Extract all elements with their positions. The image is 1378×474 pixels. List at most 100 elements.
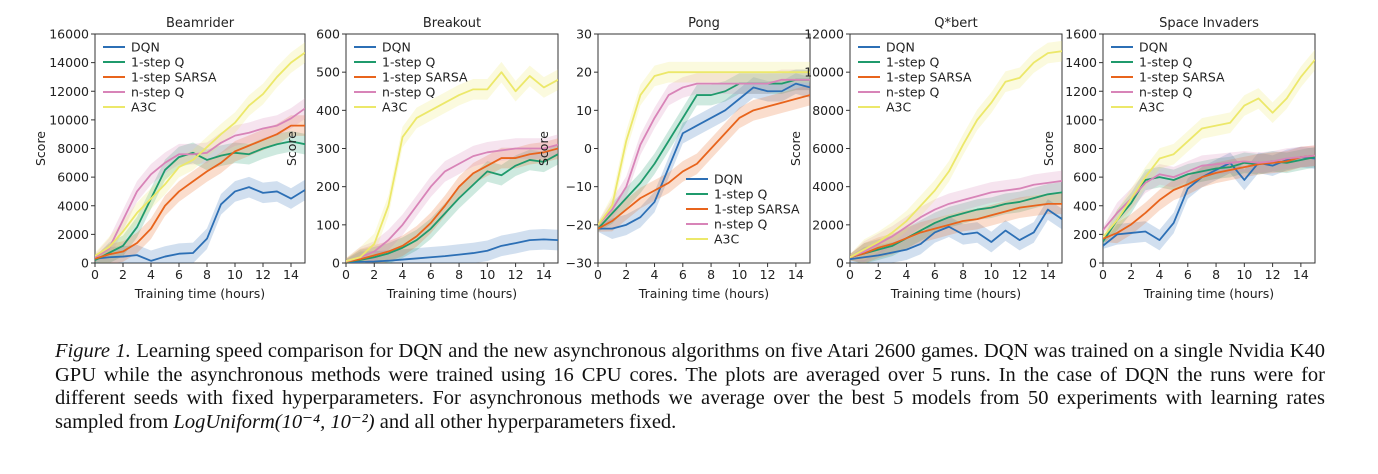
x-tick-label: 8 <box>707 267 715 282</box>
x-tick-label: 14 <box>536 267 552 282</box>
legend-label: 1-step SARSA <box>382 70 468 85</box>
series-band <box>598 61 810 228</box>
y-tick-label: 600 <box>316 27 340 42</box>
legend-label: DQN <box>131 40 160 55</box>
caption-label: Figure 1. <box>55 340 131 362</box>
series-line <box>95 140 305 261</box>
x-tick-label: 14 <box>1040 267 1056 282</box>
legend-label: A3C <box>714 232 740 247</box>
y-tick-label: 6000 <box>812 141 844 156</box>
x-tick-label: 4 <box>399 267 407 282</box>
series-band <box>346 229 558 263</box>
x-tick-label: 0 <box>91 267 99 282</box>
y-axis-label: Score <box>33 131 48 166</box>
y-tick-label: 600 <box>1073 170 1097 185</box>
x-tick-label: 4 <box>651 267 659 282</box>
x-tick-label: 8 <box>959 267 967 282</box>
series-line <box>346 147 558 263</box>
series-line <box>1103 59 1315 238</box>
x-tick-label: 10 <box>983 267 999 282</box>
x-tick-label: 10 <box>227 267 243 282</box>
series-line <box>850 191 1062 259</box>
x-axis-label: Training time (hours) <box>890 286 1021 301</box>
y-tick-label: −20 <box>566 217 592 232</box>
series-line <box>346 153 558 263</box>
legend-label: A3C <box>382 100 408 115</box>
x-tick-label: 8 <box>455 267 463 282</box>
y-tick-label: 10000 <box>49 112 89 127</box>
series-line <box>850 208 1062 261</box>
series-line <box>850 180 1062 259</box>
legend-label: A3C <box>1139 100 1165 115</box>
x-tick-label: 0 <box>342 267 350 282</box>
legend-label: n-step Q <box>131 85 184 100</box>
series-band <box>1103 146 1315 245</box>
series-line <box>598 78 810 230</box>
legend-label: DQN <box>886 40 915 55</box>
x-tick-label: 14 <box>1293 267 1309 282</box>
x-tick-label: 12 <box>1012 267 1028 282</box>
chart-title: Pong <box>688 16 720 31</box>
series-band <box>95 176 305 263</box>
x-tick-label: 2 <box>622 267 630 282</box>
x-axis-label: Training time (hours) <box>134 286 265 301</box>
series-band <box>598 73 810 239</box>
series-line <box>850 50 1062 259</box>
series-band <box>598 84 810 232</box>
y-tick-label: 20 <box>576 65 592 80</box>
y-tick-label: 8000 <box>57 141 89 156</box>
x-tick-label: 10 <box>1236 267 1252 282</box>
series-line <box>598 94 810 230</box>
x-tick-label: 0 <box>1099 267 1107 282</box>
y-tick-label: 200 <box>1073 227 1097 242</box>
x-tick-label: 4 <box>903 267 911 282</box>
legend-label: 1-step Q <box>131 55 184 70</box>
y-tick-label: 400 <box>1073 198 1097 213</box>
series-line <box>1103 154 1315 231</box>
y-tick-label: 300 <box>316 141 340 156</box>
legend-label: n-step Q <box>714 217 767 232</box>
series-band <box>850 40 1062 261</box>
x-tick-label: 12 <box>508 267 524 282</box>
x-tick-label: 2 <box>874 267 882 282</box>
x-tick-label: 8 <box>203 267 211 282</box>
series-line <box>598 82 810 230</box>
series-band <box>1103 49 1315 241</box>
y-tick-label: 0 <box>584 141 592 156</box>
series-line <box>850 202 1062 259</box>
y-axis-label: Score <box>1041 131 1056 166</box>
y-tick-label: 8000 <box>812 103 844 118</box>
caption-formula: LogUniform(10⁻⁴, 10⁻²) <box>173 410 375 433</box>
x-tick-label: 14 <box>283 267 299 282</box>
legend-label: 1-step SARSA <box>714 202 800 217</box>
series-line <box>95 186 305 262</box>
legend-label: n-step Q <box>382 85 435 100</box>
y-tick-label: 10000 <box>804 65 844 80</box>
y-tick-label: 30 <box>576 27 592 42</box>
y-tick-label: 0 <box>81 256 89 271</box>
x-tick-label: 2 <box>370 267 378 282</box>
y-tick-label: 4000 <box>57 198 89 213</box>
y-tick-label: 2000 <box>812 217 844 232</box>
x-tick-label: 4 <box>1156 267 1164 282</box>
series-band <box>1103 145 1315 234</box>
legend-label: A3C <box>886 100 912 115</box>
y-tick-label: 16000 <box>49 27 89 42</box>
series-line <box>598 78 810 226</box>
legend-label: n-step Q <box>1139 85 1192 100</box>
y-axis-label: Score <box>788 131 803 166</box>
legend-label: 1-step Q <box>382 55 435 70</box>
x-tick-label: 12 <box>760 267 776 282</box>
series-band <box>346 138 558 263</box>
y-tick-label: −30 <box>566 256 592 271</box>
series-line <box>346 143 558 263</box>
x-tick-label: 10 <box>731 267 747 282</box>
chart-title: Space Invaders <box>1159 16 1259 31</box>
y-tick-label: 1000 <box>1065 112 1097 127</box>
x-tick-label: 6 <box>679 267 687 282</box>
